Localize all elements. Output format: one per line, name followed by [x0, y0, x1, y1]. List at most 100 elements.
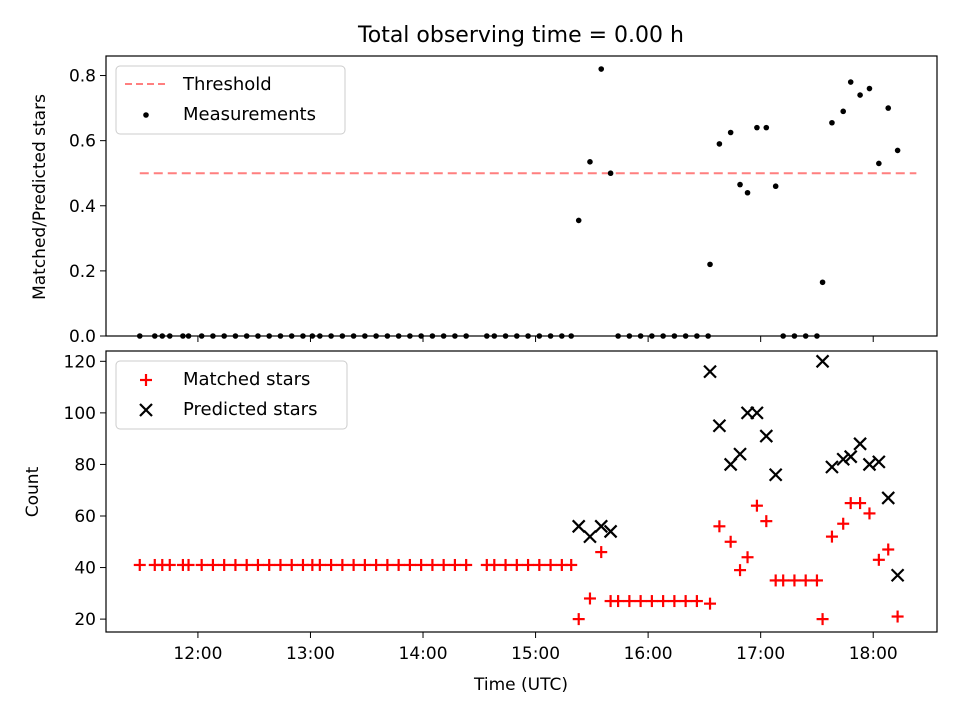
- matched-star-marker: [488, 558, 501, 571]
- measurement-point: [866, 85, 873, 92]
- predicted-star-marker: [768, 467, 783, 482]
- predicted-star-marker-b: [583, 529, 597, 544]
- measurement-point: [587, 159, 593, 165]
- predicted-star-marker: [862, 457, 877, 472]
- matched-star-marker: [595, 546, 608, 559]
- predicted-star-marker: [712, 418, 727, 433]
- measurement-point: [847, 79, 854, 85]
- measurement-point: [754, 124, 760, 131]
- count-panel-ticks: 20 40 60 80 100 120 12:00 13:00 14:00 15:00 16:00 1…: [64, 352, 898, 664]
- matched-star-marker: [313, 558, 326, 571]
- predicted-star-marker: [843, 449, 858, 464]
- measurement-point: [857, 92, 863, 98]
- matched-star-marker: [206, 558, 219, 571]
- predicted-star-marker-b: [872, 455, 886, 469]
- x-tick-label: 13:00: [286, 644, 335, 664]
- count-panel-marks: [133, 354, 905, 626]
- matched-star-marker: [325, 558, 338, 571]
- matched-star-marker: [724, 535, 737, 548]
- matched-star-marker: [544, 558, 557, 571]
- legend-matched-swatch: [140, 374, 152, 386]
- matched-star-marker: [195, 558, 208, 571]
- predicted-star-marker: [815, 354, 830, 369]
- matched-star-marker: [634, 595, 647, 608]
- matched-star-marker: [510, 558, 523, 571]
- matched-star-marker: [218, 558, 231, 571]
- matched-star-marker: [704, 597, 717, 610]
- matched-star-marker: [750, 499, 763, 512]
- x-tick-label: 14:00: [399, 644, 448, 664]
- measurement-point: [716, 141, 723, 147]
- count-y-tick-label: 40: [74, 559, 96, 579]
- count-panel-legend-box: [115, 360, 348, 430]
- measurement-point: [707, 261, 713, 268]
- ratio-panel-ticks: 0.0 0.2 0.4 0.6 0.8: [69, 67, 874, 347]
- predicted-star-marker: [571, 519, 586, 534]
- matched-star-marker: [133, 558, 146, 571]
- count-panel-legend: Matched stars Predicted stars: [115, 360, 348, 430]
- matched-star-marker: [381, 558, 394, 571]
- predicted-star-marker-b: [881, 491, 896, 505]
- count-panel-y-axis-label: Count: [23, 466, 43, 517]
- matched-star-marker: [229, 558, 242, 571]
- matched-star-marker: [690, 595, 703, 608]
- predicted-star-marker-b: [890, 568, 905, 583]
- predicted-star-marker-b: [594, 519, 609, 534]
- legend-matched-label: Matched stars: [183, 369, 310, 390]
- predicted-star-marker-b: [603, 524, 618, 539]
- matched-star-marker: [679, 595, 692, 608]
- matched-star-marker: [799, 574, 812, 587]
- matched-star-marker: [403, 558, 416, 571]
- matched-star-marker: [734, 564, 747, 577]
- matched-star-marker: [816, 613, 829, 626]
- matched-star-marker: [623, 595, 636, 608]
- matched-star-marker: [263, 558, 276, 571]
- predicted-star-marker: [733, 447, 747, 461]
- predicted-star-marker: [603, 524, 618, 539]
- measurement-point: [744, 189, 751, 196]
- matched-star-marker: [872, 553, 885, 566]
- matched-star-marker: [572, 613, 585, 626]
- matched-star-marker: [583, 592, 596, 605]
- predicted-star-marker: [890, 568, 905, 583]
- matched-star-marker: [240, 558, 253, 571]
- count-panel-frame: [105, 350, 938, 633]
- matched-star-marker: [182, 558, 195, 571]
- measurement-point: [819, 279, 826, 286]
- measurement-point: [727, 129, 734, 136]
- count-panel: 20 40 60 80 100 120 12:00 13:00 14:00 15:00 16:00 1…: [23, 350, 938, 695]
- matched-star-marker: [370, 558, 383, 571]
- matched-star-marker: [533, 558, 546, 571]
- ratio-panel-legend-box: [115, 65, 346, 135]
- matched-star-marker: [358, 558, 371, 571]
- ratio-y-tick-label: 0.0: [69, 327, 96, 347]
- x-tick-label: 17:00: [736, 644, 785, 664]
- predicted-star-marker: [825, 460, 839, 474]
- predicted-star-marker: [853, 437, 867, 451]
- predicted-star-marker-b: [853, 437, 867, 451]
- matched-star-marker: [274, 558, 287, 571]
- ratio-y-tick-label: 0.4: [69, 197, 96, 217]
- predicted-star-marker-b: [768, 467, 783, 482]
- ratio-panel-legend: Threshold Measurements: [115, 65, 346, 135]
- matched-star-marker: [837, 517, 850, 530]
- matched-star-marker: [285, 558, 298, 571]
- count-y-tick-label: 80: [74, 455, 96, 475]
- predicted-star-marker-b: [815, 354, 830, 369]
- matched-star-marker: [825, 530, 838, 543]
- legend-predicted-swatch: [139, 403, 153, 417]
- measurement-point: [772, 183, 779, 190]
- matched-star-marker: [882, 543, 895, 556]
- x-tick-label: 18:00: [849, 644, 898, 664]
- matched-star-marker: [251, 558, 264, 571]
- count-y-tick-label: 120: [64, 352, 96, 372]
- measurement-point: [885, 105, 892, 111]
- measurement-point: [829, 119, 835, 126]
- matched-star-marker: [891, 610, 904, 623]
- matched-star-marker: [522, 558, 535, 571]
- matched-star-marker: [448, 558, 461, 571]
- count-y-tick-label: 100: [64, 404, 96, 424]
- matched-star-marker: [565, 558, 578, 571]
- matched-star-marker: [741, 551, 754, 564]
- ratio-panel-y-axis-label: Matched/Predicted stars: [30, 94, 50, 300]
